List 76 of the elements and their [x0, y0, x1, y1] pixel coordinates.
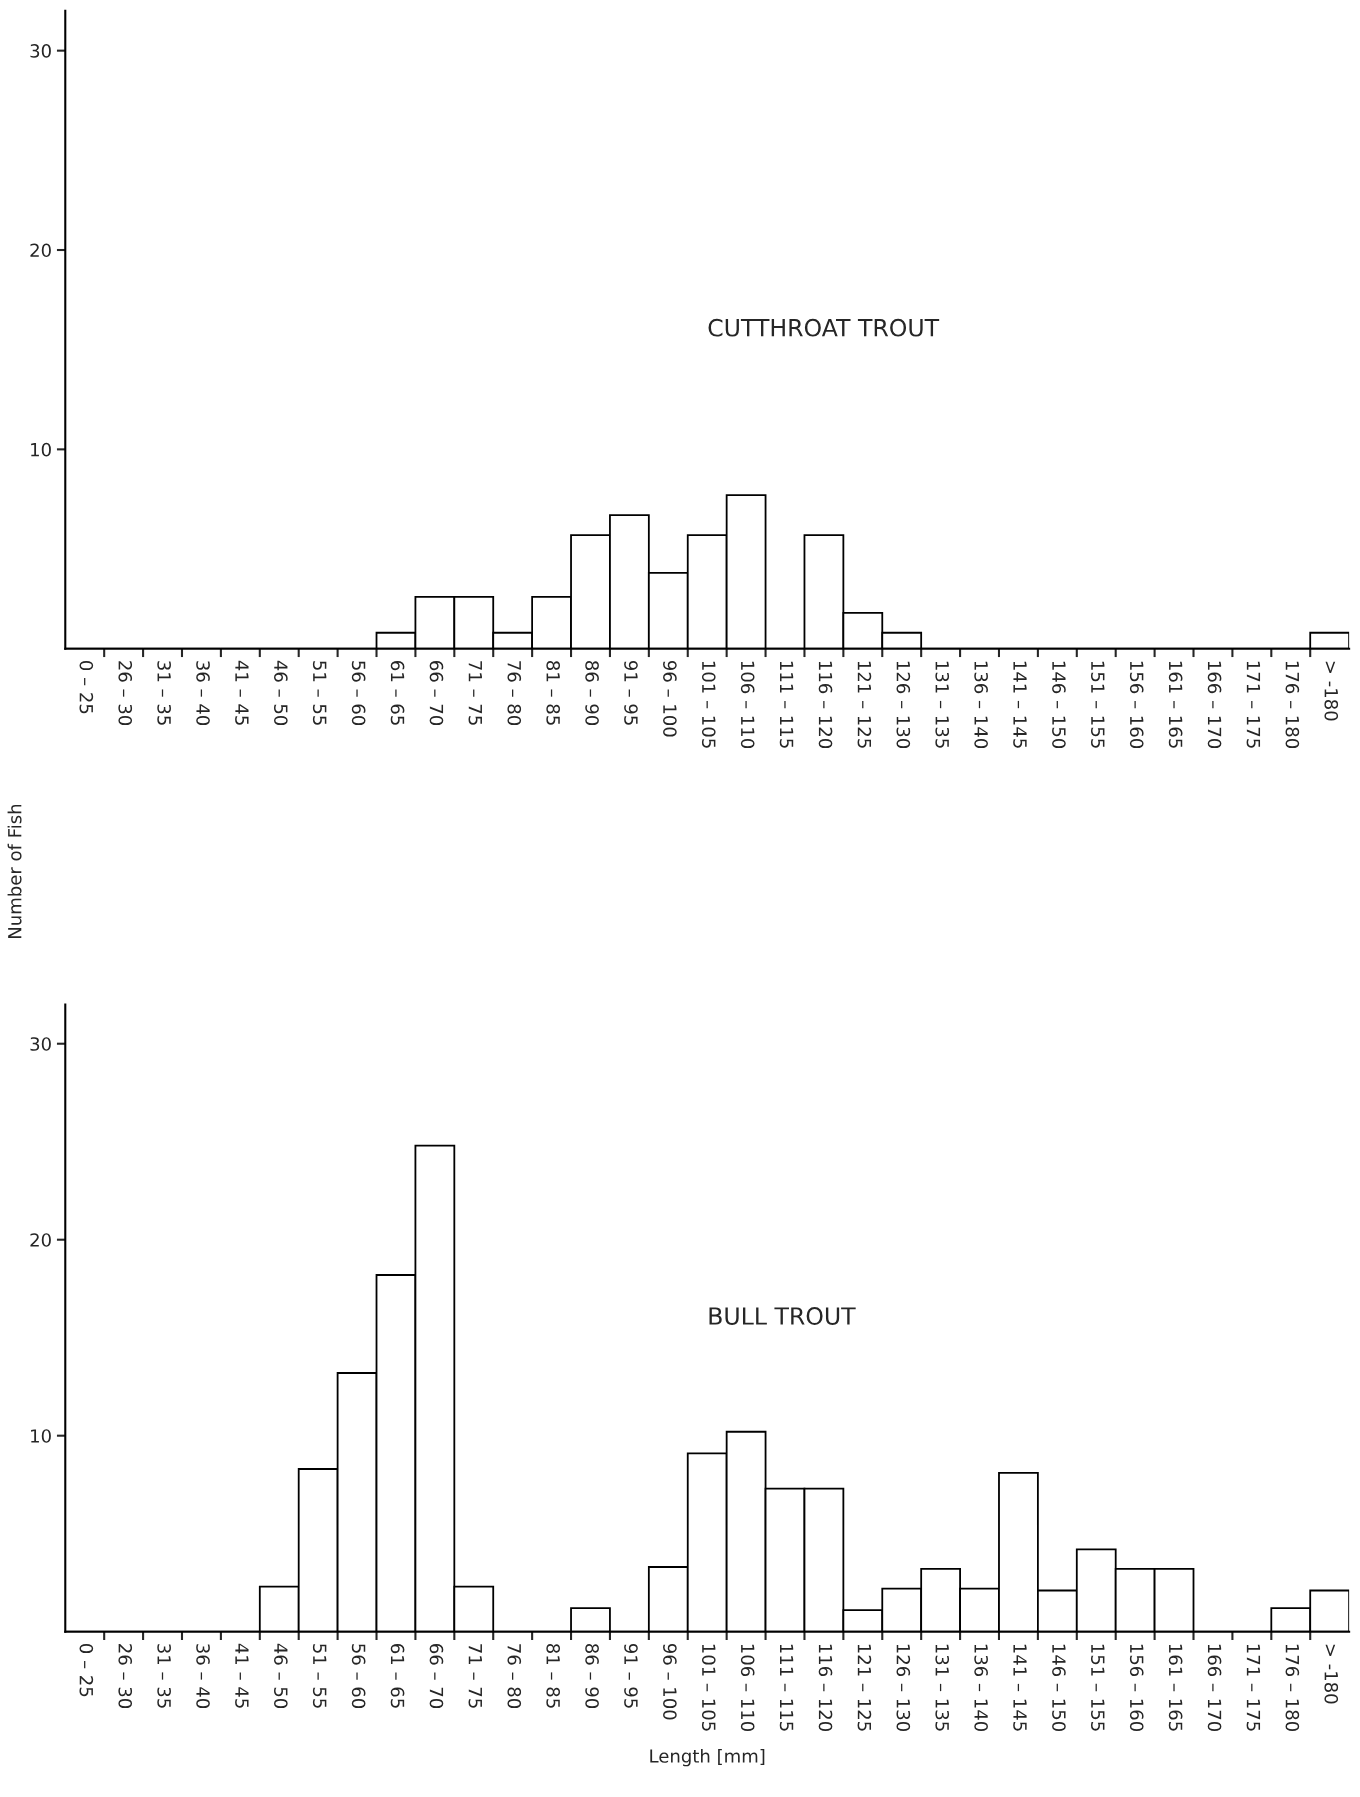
x-tick-label: 146 – 150 [1052, 1644, 1066, 1732]
x-tick-label: 31 – 35 [157, 1644, 171, 1708]
y-tick-label: 20 [30, 243, 51, 258]
x-tick-label: 156 – 160 [1129, 1644, 1144, 1732]
x-tick-label: 26 – 30 [118, 661, 133, 726]
x-tick-label: 31 – 35 [157, 661, 171, 725]
x-tick-label: 116 – 120 [818, 1644, 833, 1732]
x-tick-label: 71 – 75 [468, 1644, 482, 1708]
x-tick-label: 136 – 140 [974, 661, 988, 749]
x-tick-label: 71 – 75 [468, 661, 482, 725]
x-tick-label: 121 – 125 [857, 1644, 872, 1731]
x-tick-label: 91 – 95 [624, 1643, 638, 1708]
x-tick-label: 76 – 80 [507, 661, 522, 726]
x-tick-label: > -180 [1324, 661, 1339, 721]
x-tick-label: 111 – 115 [779, 661, 794, 748]
x-tick-label: 86 – 90 [585, 1644, 599, 1709]
x-tick-label: 36 – 40 [196, 661, 210, 726]
x-tick-label: 56 – 60 [351, 1644, 366, 1709]
x-tick-label: 166 – 170 [1207, 1644, 1222, 1732]
x-tick-label: 61 – 65 [390, 661, 405, 725]
x-tick-label: > -180 [1324, 1644, 1339, 1704]
x-tick-label: 81 – 85 [546, 1644, 560, 1708]
x-tick-label: 36 – 40 [196, 1644, 210, 1709]
x-tick-label: 0 – 25 [79, 661, 94, 714]
x-tick-label: 46 – 50 [274, 660, 288, 726]
x-tick-label: 131 – 135 [935, 1644, 950, 1731]
x-tick-label: 126 – 130 [896, 1644, 911, 1732]
x-tick-label: 96 – 100 [663, 1643, 677, 1720]
x-tick-label: 151 – 155 [1091, 661, 1105, 748]
x-tick-label: 66 – 70 [429, 661, 444, 726]
x-tick-label: 76 – 80 [507, 1644, 522, 1709]
x-tick-label: 161 – 165 [1168, 1644, 1183, 1731]
x-tick-label: 106 – 110 [740, 661, 755, 749]
x-tick-label: 41 – 45 [235, 1643, 249, 1708]
text: BULL TROUT [709, 1307, 856, 1325]
x-tick-label: 146 – 150 [1052, 661, 1066, 749]
x-tick-label: 166 – 170 [1207, 661, 1222, 749]
x-tick-label: 51 – 55 [312, 661, 327, 725]
x-tick-label: 176 – 180 [1285, 661, 1300, 749]
x-tick-label: 156 – 160 [1129, 661, 1144, 749]
y-tick-label: 30 [30, 1037, 51, 1051]
x-tick-label: 101 – 105 [701, 1644, 716, 1731]
x-tick-label: 46 – 50 [274, 1643, 288, 1709]
x-tick-label: 131 – 135 [935, 661, 950, 748]
x-tick-label: 81 – 85 [546, 661, 560, 725]
y-axis-title: Number of Fish [7, 804, 22, 938]
x-axis-title: Length [mm] [650, 1748, 765, 1767]
x-tick-label: 56 – 60 [351, 661, 366, 726]
x-tick-label: 41 – 45 [235, 660, 249, 725]
x-tick-label: 141 – 145 [1013, 661, 1027, 748]
x-tick-label: 26 – 30 [118, 1644, 133, 1709]
y-tick-label: 30 [30, 44, 51, 58]
x-tick-label: 176 – 180 [1285, 1644, 1300, 1732]
x-tick-label: 121 – 125 [857, 661, 872, 748]
x-tick-label: 136 – 140 [974, 1644, 988, 1732]
text: CUTTHROAT TROUT [708, 318, 940, 337]
x-tick-label: 171 – 175 [1246, 661, 1261, 748]
x-tick-label: 0 – 25 [79, 1643, 94, 1697]
x-tick-label: 116 – 120 [818, 661, 833, 749]
x-tick-label: 106 – 110 [740, 1644, 755, 1732]
x-tick-label: 61 – 65 [390, 1644, 405, 1708]
x-tick-label: 171 – 175 [1246, 1644, 1261, 1731]
y-tick-label: 10 [31, 442, 51, 457]
x-tick-label: 161 – 165 [1168, 661, 1183, 748]
x-tick-label: 141 – 145 [1013, 1644, 1027, 1731]
x-tick-label: 126 – 130 [896, 661, 911, 749]
x-tick-label: 66 – 70 [429, 1644, 444, 1709]
x-tick-label: 86 – 90 [585, 661, 599, 726]
y-tick-label: 10 [31, 1429, 51, 1443]
x-tick-label: 96 – 100 [663, 660, 677, 737]
x-tick-label: 151 – 155 [1091, 1644, 1105, 1731]
x-tick-label: 51 – 55 [312, 1644, 327, 1708]
x-tick-label: 91 – 95 [624, 660, 638, 725]
y-tick-label: 20 [30, 1233, 51, 1247]
x-tick-label: 101 – 105 [701, 661, 716, 748]
x-tick-label: 111 – 115 [779, 1644, 794, 1731]
